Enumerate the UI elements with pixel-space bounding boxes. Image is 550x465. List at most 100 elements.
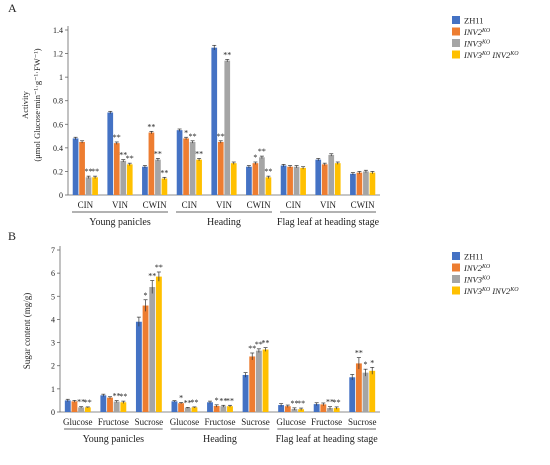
legend-gene-name: INV2 (491, 286, 511, 296)
significance-mark: ** (85, 167, 93, 176)
legend-superscript: KO (481, 264, 491, 270)
x-tick-label: CWIN (143, 200, 167, 210)
significance-mark: ** (84, 398, 92, 407)
bar (71, 401, 78, 412)
x-tick-label: CIN (78, 200, 94, 210)
panel-label: A (8, 1, 17, 15)
bar (72, 138, 79, 195)
bar (356, 172, 363, 195)
legend-gene-name: INV3 (463, 39, 482, 49)
legend-swatch (452, 39, 460, 47)
significance-mark: ** (219, 396, 227, 405)
significance-mark: ** (326, 398, 334, 407)
x-tick-label: Glucose (63, 417, 93, 427)
x-tick-label: Glucose (170, 417, 200, 427)
bar (252, 163, 259, 195)
bar (79, 141, 85, 195)
x-tick-label: VIN (320, 200, 336, 210)
bar (255, 350, 262, 412)
legend-superscript: KO (481, 51, 491, 57)
x-tick-label: Sucrose (241, 417, 270, 427)
significance-mark: ** (258, 147, 266, 156)
significance-mark: ** (119, 151, 127, 160)
legend-gene-name: INV3 (463, 50, 482, 60)
bar (155, 159, 161, 195)
bar (107, 397, 113, 412)
y-tick-label: 4 (51, 315, 55, 324)
bar (189, 141, 196, 195)
bar (262, 349, 269, 412)
y-tick-label: 1.4 (53, 26, 63, 35)
bar (107, 112, 114, 195)
legend-label: INV3KO INV2KO (463, 286, 519, 296)
legend-superscript: KO (481, 28, 491, 34)
significance-mark: ** (184, 398, 192, 407)
y-tick-label: 0.2 (53, 167, 63, 176)
y-tick-label: 7 (51, 246, 55, 255)
significance-mark: ** (77, 398, 85, 407)
group-label: Flag leaf at heading stage (276, 434, 379, 445)
significance-mark: ** (333, 398, 341, 407)
bar (113, 401, 120, 412)
y-tick-label: 0 (51, 408, 55, 417)
bar (362, 372, 369, 412)
bar (100, 395, 107, 412)
x-tick-label: CIN (182, 200, 198, 210)
legend-swatch (452, 275, 460, 283)
legend-gene-name: INV2 (491, 50, 511, 60)
bar (149, 287, 156, 412)
significance-mark: ** (223, 50, 231, 59)
bar (230, 163, 237, 195)
x-tick-label: Fructose (311, 417, 342, 427)
significance-mark: ** (264, 167, 272, 176)
y-tick-label: 5 (51, 292, 55, 301)
significance-mark: ** (148, 272, 156, 281)
significance-mark: ** (248, 344, 256, 353)
significance-mark: ** (226, 396, 234, 405)
bar (196, 159, 202, 195)
significance-mark: ** (217, 132, 225, 141)
group-label: Young panicles (89, 217, 151, 228)
bar (120, 402, 127, 412)
significance-mark: ** (195, 149, 203, 158)
legend-label: ZH11 (464, 252, 484, 262)
bar (259, 157, 265, 195)
x-tick-label: Sucrose (135, 417, 164, 427)
legend-gene-name: INV3 (463, 275, 482, 285)
legend-swatch (452, 286, 460, 295)
bar (328, 154, 335, 195)
x-tick-label: VIN (216, 200, 232, 210)
bar (349, 377, 356, 412)
y-tick-label: 3 (51, 339, 55, 348)
legend-label: INV3KO (463, 275, 491, 285)
significance-mark: * (184, 128, 188, 137)
legend-label: ZH11 (464, 16, 484, 26)
bar (126, 164, 133, 195)
bar (313, 404, 320, 412)
y-tick-label: 0 (59, 191, 63, 200)
bar (142, 305, 149, 412)
significance-mark: * (144, 291, 148, 300)
x-tick-label: Glucose (276, 417, 306, 427)
legend-superscript: KO (509, 287, 519, 293)
group-label: Heading (207, 217, 241, 228)
bar (315, 159, 322, 195)
bar (300, 167, 306, 195)
bar (298, 409, 305, 412)
x-tick-label: Fructose (205, 417, 236, 427)
bar (320, 404, 327, 412)
legend-swatch (452, 263, 460, 272)
bar (278, 405, 285, 412)
bar (246, 166, 252, 195)
x-tick-label: CWIN (247, 200, 271, 210)
bar (142, 166, 148, 195)
significance-mark: * (215, 396, 219, 405)
bar (161, 178, 168, 195)
y-tick-label: 1.2 (53, 50, 63, 59)
bar (213, 405, 220, 412)
significance-mark: ** (355, 349, 363, 358)
legend-swatch (452, 27, 460, 36)
bar (350, 173, 356, 195)
bar (249, 356, 256, 412)
y-tick-label: 1 (51, 385, 55, 394)
